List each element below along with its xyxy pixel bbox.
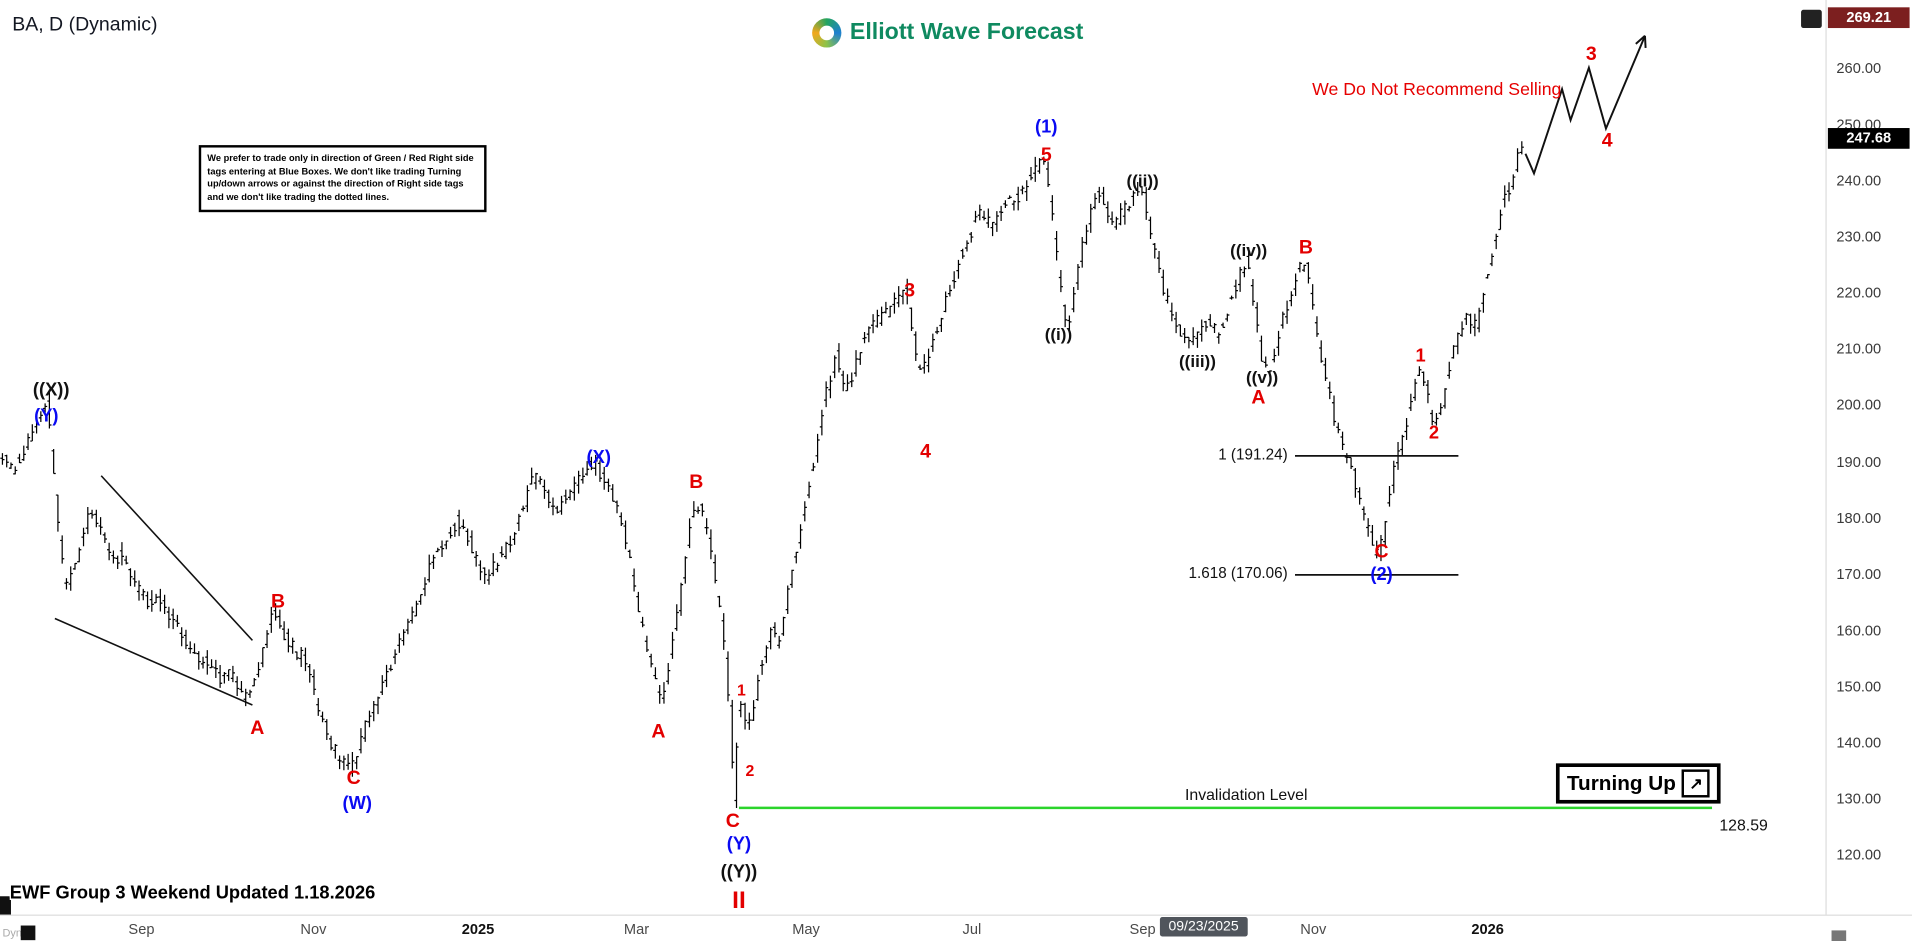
alert-price-badge: 269.21 bbox=[1827, 6, 1910, 28]
date-badge: 09/23/2025 bbox=[1159, 916, 1248, 937]
trendline-2[interactable] bbox=[54, 617, 253, 706]
projection-path[interactable] bbox=[1524, 35, 1646, 177]
price-tick: 160.00 bbox=[1836, 621, 1882, 639]
time-tick-may: May bbox=[792, 920, 820, 938]
ohlc-bars bbox=[0, 141, 1524, 808]
price-tick: 150.00 bbox=[1836, 677, 1882, 695]
price-tick: 220.00 bbox=[1836, 284, 1882, 302]
price-tick: 140.00 bbox=[1836, 734, 1882, 752]
invalidation-level-label[interactable]: Invalidation Level bbox=[1184, 784, 1308, 804]
time-tick-sep: Sep bbox=[1129, 920, 1156, 938]
price-tick: 200.00 bbox=[1836, 396, 1882, 414]
fib-extension-label[interactable]: 1.618 (170.06) bbox=[1188, 565, 1288, 583]
time-tick-mar: Mar bbox=[623, 920, 650, 938]
fib-level-label[interactable]: 1 (191.24) bbox=[1218, 446, 1288, 464]
time-axis[interactable]: Sep Nov 2025 Mar May Jul Sep Nov 2026 bbox=[0, 914, 1912, 941]
disclaimer-box: We prefer to trade only in direction of … bbox=[198, 145, 487, 212]
turning-up-label: Turning Up bbox=[1566, 771, 1676, 795]
trendline-1[interactable] bbox=[100, 475, 253, 641]
brand: Elliott Wave Forecast bbox=[812, 18, 1084, 48]
invalidation-price-value: 128.59 bbox=[1719, 815, 1768, 834]
up-right-arrow-icon: ↗ bbox=[1682, 769, 1711, 798]
no-sell-note: We Do Not Recommend Selling bbox=[1312, 80, 1562, 100]
brand-name: Elliott Wave Forecast bbox=[849, 19, 1084, 46]
price-tick: 130.00 bbox=[1836, 790, 1882, 808]
symbol-title[interactable]: BA, D (Dynamic) bbox=[12, 14, 158, 36]
price-tick: 260.00 bbox=[1836, 59, 1882, 77]
time-tick-2025: 2025 bbox=[461, 920, 495, 938]
dyn-toolbar-icon[interactable] bbox=[20, 925, 36, 941]
ewf-logo-icon bbox=[812, 18, 842, 48]
price-tick: 240.00 bbox=[1836, 172, 1882, 190]
projection-arrowhead-1 bbox=[1635, 35, 1646, 45]
left-corner-chip bbox=[0, 896, 11, 915]
update-watermark: EWF Group 3 Weekend Updated 1.18.2026 bbox=[9, 882, 376, 904]
price-tick: 170.00 bbox=[1836, 565, 1882, 583]
time-tick-2026: 2026 bbox=[1471, 920, 1504, 938]
time-tick-jul: Jul bbox=[962, 920, 982, 938]
price-tick: 190.00 bbox=[1836, 453, 1882, 471]
price-tick: 180.00 bbox=[1836, 509, 1882, 527]
projection-arrowhead-2 bbox=[1643, 35, 1647, 49]
axis-corner-icon[interactable] bbox=[1801, 9, 1822, 29]
price-axis[interactable]: 260.00 250.00 240.00 230.00 220.00 210.00 200.… bbox=[1825, 0, 1912, 915]
time-tick-nov: Nov bbox=[300, 920, 327, 938]
price-tick: 120.00 bbox=[1836, 846, 1882, 864]
axis-settings-icon[interactable] bbox=[1831, 930, 1847, 941]
dyn-toolbar-label[interactable]: Dyn bbox=[2, 926, 22, 939]
last-price-badge: 247.68 bbox=[1827, 127, 1910, 149]
turning-up-flag[interactable]: Turning Up ↗ bbox=[1555, 763, 1722, 804]
price-tick: 230.00 bbox=[1836, 228, 1882, 246]
time-tick-sep: Sep bbox=[128, 920, 155, 938]
price-tick: 210.00 bbox=[1836, 340, 1882, 358]
time-tick-nov: Nov bbox=[1300, 920, 1327, 938]
